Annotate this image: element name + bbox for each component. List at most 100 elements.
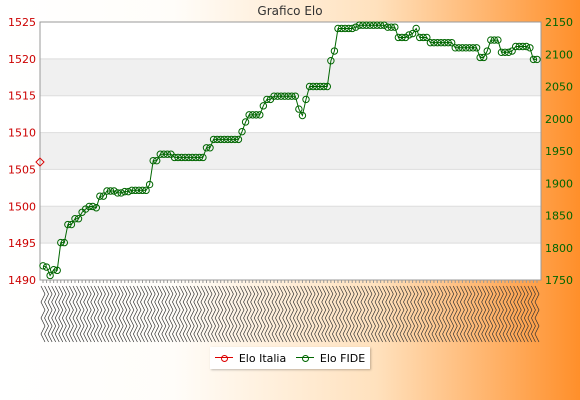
x-tick-scribble	[93, 285, 99, 343]
x-tick-scribble	[442, 285, 447, 343]
x-tick-scribble	[399, 285, 405, 343]
data-point-elo-fide	[67, 220, 76, 229]
data-point-elo-fide	[373, 21, 381, 29]
x-tick-scribble	[72, 285, 78, 343]
x-tick-scribble	[321, 285, 327, 343]
x-tick-scribble	[381, 285, 387, 343]
x-tick-scribble	[47, 285, 53, 343]
plot-border	[39, 21, 542, 281]
x-tick-scribble	[271, 285, 277, 343]
data-point-elo-fide	[479, 53, 488, 62]
data-point-elo-fide	[209, 135, 218, 144]
data-point-elo-fide	[145, 180, 154, 189]
x-tick-scribble	[520, 285, 526, 343]
x-tick-scribble	[296, 285, 302, 343]
data-point-elo-fide	[252, 111, 260, 119]
data-point-elo-fide	[49, 265, 58, 274]
x-tick-scribble	[101, 285, 106, 343]
data-point-elo-fide	[394, 33, 403, 42]
data-point-elo-fide	[494, 36, 502, 44]
data-point-elo-fide	[448, 38, 456, 47]
x-tick-scribble	[353, 285, 359, 343]
data-point-elo-fide	[295, 105, 303, 113]
data-point-elo-fide	[224, 135, 232, 144]
x-tick-scribble	[378, 285, 384, 343]
data-point-elo-fide	[316, 82, 324, 91]
plot-band	[40, 169, 541, 207]
legend-label-elo-italia: Elo Italia	[238, 351, 287, 365]
data-point-elo-fide	[280, 92, 289, 100]
data-point-elo-fide	[327, 57, 335, 65]
left-tick-label: 1490	[8, 274, 36, 287]
x-tick-scribble	[417, 285, 423, 343]
data-point-elo-fide	[234, 135, 243, 144]
x-tick-scribble	[310, 285, 316, 343]
data-point-elo-fide	[188, 153, 196, 162]
x-tick-scribble	[360, 285, 366, 343]
x-tick-scribble	[349, 285, 355, 343]
x-tick-scribble	[83, 285, 89, 343]
x-tick-scribble	[534, 285, 540, 343]
x-tick-scribble	[179, 285, 184, 343]
data-point-elo-fide	[472, 44, 481, 52]
data-point-elo-fide	[298, 111, 307, 120]
data-point-elo-fide	[216, 135, 225, 144]
data-point-elo-fide	[458, 44, 467, 52]
data-point-elo-fide	[156, 150, 164, 158]
x-tick-scribble	[143, 285, 149, 343]
data-point-elo-fide	[277, 92, 285, 100]
x-tick-scribble	[459, 285, 465, 343]
x-tick-scribble	[214, 285, 220, 343]
x-tick-scribble	[427, 285, 433, 343]
x-tick-scribble	[86, 285, 92, 343]
x-tick-scribble	[356, 285, 362, 343]
chart-legend: Elo Italia Elo FIDE	[210, 347, 370, 369]
x-tick-scribble	[275, 285, 280, 343]
data-point-elo-fide	[451, 44, 459, 52]
data-point-elo-fide	[469, 44, 477, 52]
x-tick-scribble	[189, 285, 195, 343]
data-point-elo-fide	[366, 21, 374, 29]
x-tick-scribble	[232, 285, 238, 343]
data-point-elo-fide	[437, 38, 445, 47]
x-tick-scribble	[200, 285, 206, 343]
data-point-elo-fide	[74, 215, 83, 223]
data-point-elo-fide	[138, 186, 147, 195]
data-point-elo-fide	[369, 21, 378, 29]
x-tick-scribble	[115, 285, 121, 343]
x-tick-scribble	[317, 285, 323, 343]
x-tick-scribble	[324, 285, 330, 343]
x-tick-scribble	[211, 285, 216, 343]
data-point-elo-fide	[341, 24, 349, 33]
x-tick-scribble	[513, 285, 519, 343]
data-point-elo-fide	[284, 92, 292, 100]
x-tick-scribble	[392, 285, 398, 343]
x-tick-scribble	[243, 285, 248, 343]
x-tick-scribble	[186, 285, 192, 343]
data-point-elo-fide	[248, 111, 257, 119]
x-tick-scribble	[495, 285, 501, 343]
x-tick-scribble	[303, 285, 309, 343]
data-point-elo-fide	[128, 186, 136, 195]
x-tick-scribble	[221, 285, 227, 343]
data-point-elo-fide	[195, 153, 204, 162]
x-tick-scribble	[157, 285, 163, 343]
data-point-elo-fide	[99, 192, 108, 200]
x-tick-scribble	[204, 285, 209, 343]
data-point-elo-fide	[177, 153, 186, 162]
x-tick-scribble	[488, 285, 494, 343]
data-point-elo-fide	[320, 82, 328, 91]
x-tick-scribble	[250, 285, 256, 343]
data-point-elo-fide	[60, 238, 69, 247]
x-tick-scribble	[218, 285, 224, 343]
data-point-elo-fide	[57, 238, 65, 247]
data-point-elo-fide	[213, 135, 221, 144]
x-tick-scribble	[97, 285, 103, 343]
data-point-elo-fide	[53, 266, 61, 275]
chart-title: Grafico Elo	[257, 4, 322, 18]
x-tick-scribble	[410, 285, 416, 343]
x-tick-scribble	[207, 285, 213, 343]
data-point-elo-fide	[430, 38, 438, 47]
data-point-elo-fide	[355, 21, 364, 29]
x-axis-ticks	[40, 280, 540, 343]
